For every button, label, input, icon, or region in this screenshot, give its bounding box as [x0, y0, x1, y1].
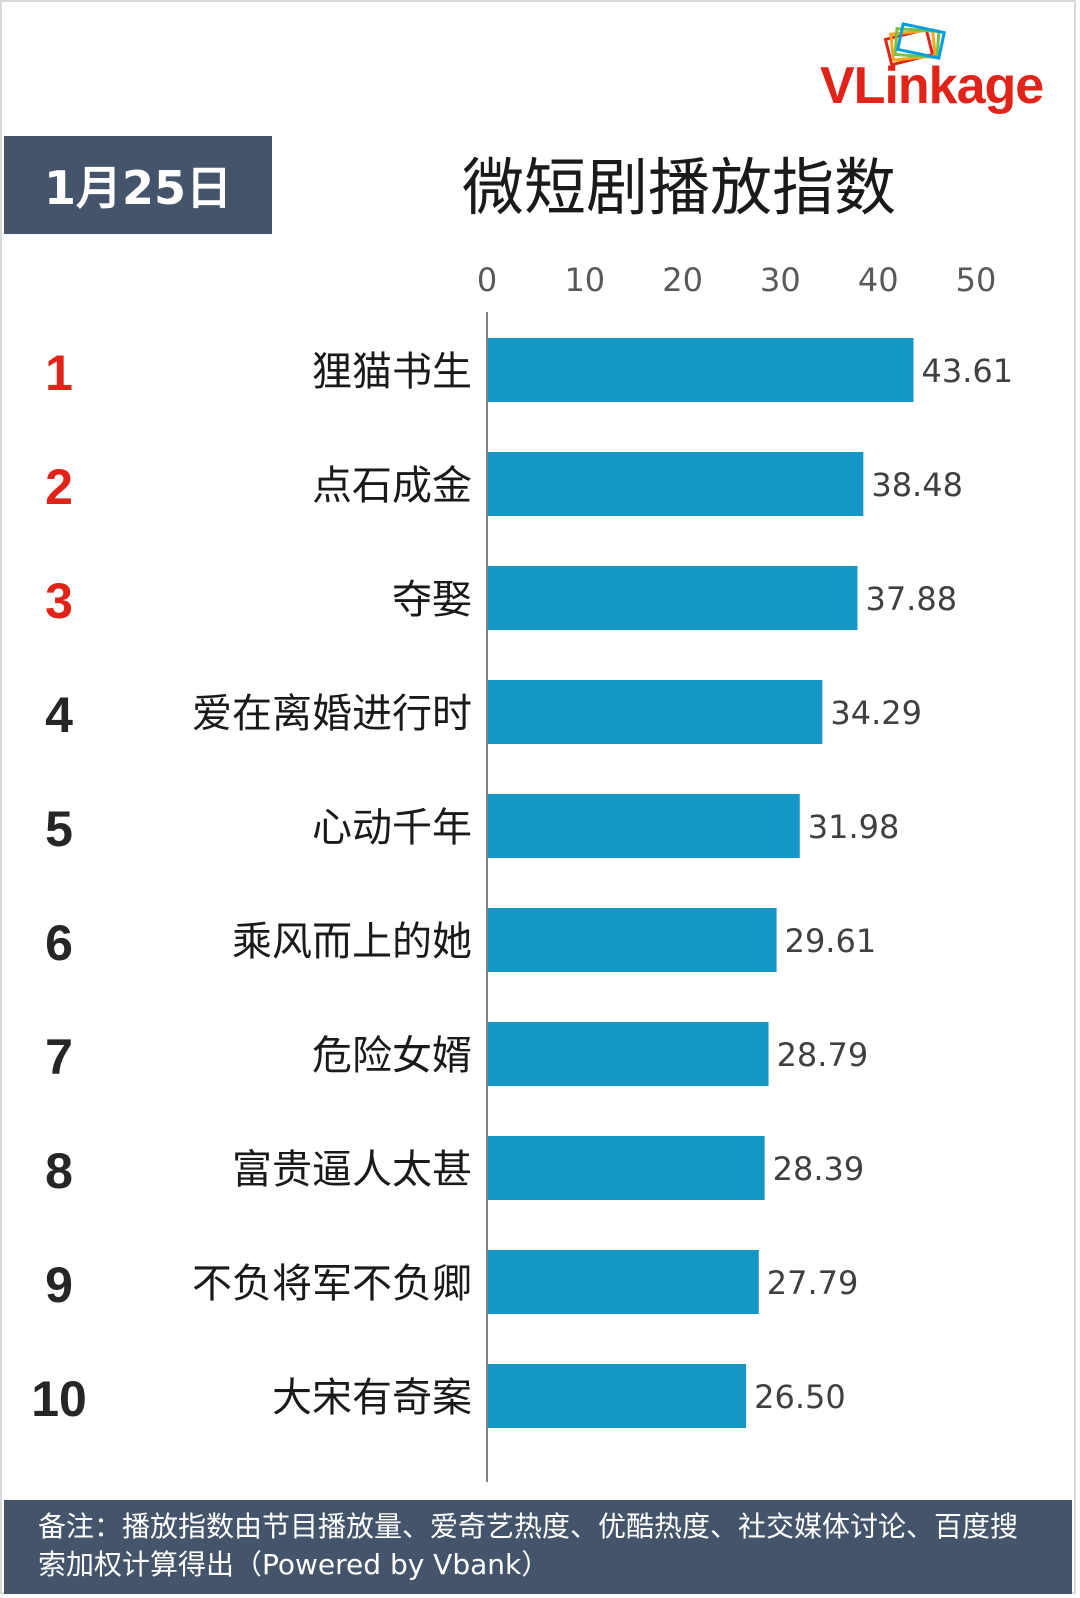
- x-tick-label: 20: [662, 261, 703, 299]
- x-tick-label: 40: [858, 261, 899, 299]
- x-tick-label: 50: [956, 261, 997, 299]
- bar-value-label: 29.61: [785, 922, 877, 960]
- bar: [487, 1022, 769, 1086]
- bar: [487, 1364, 747, 1428]
- bar: [487, 566, 858, 630]
- bar-value-label: 31.98: [808, 808, 900, 846]
- x-tick-label: 30: [760, 261, 801, 299]
- category-label: 危险女婿: [312, 1033, 472, 1079]
- rank-number: 1: [45, 345, 73, 401]
- bar: [487, 794, 800, 858]
- logo-cards-icon: [883, 22, 947, 67]
- category-label: 点石成金: [312, 463, 472, 509]
- chart-title: 微短剧播放指数: [462, 151, 897, 224]
- rank-number: 5: [45, 801, 73, 857]
- vlinkage-logo: VLinkage: [820, 22, 1070, 122]
- rank-number: 7: [45, 1029, 73, 1085]
- bar-value-label: 27.79: [767, 1264, 859, 1302]
- rank-number: 9: [45, 1257, 73, 1313]
- footer-note: 备注：播放指数由节目播放量、爱奇艺热度、优酷热度、社交媒体讨论、百度搜索加权计算…: [4, 1500, 1072, 1594]
- rank-number: 8: [45, 1143, 73, 1199]
- bar: [487, 452, 864, 516]
- bar-value-label: 34.29: [830, 694, 922, 732]
- logo-text: VLinkage: [820, 57, 1044, 115]
- category-label: 富贵逼人太甚: [232, 1147, 472, 1193]
- category-label: 爱在离婚进行时: [192, 691, 472, 737]
- rank-number: 6: [45, 915, 73, 971]
- x-tick-label: 0: [477, 261, 497, 299]
- bar-value-label: 28.79: [777, 1036, 869, 1074]
- bar: [487, 1250, 759, 1314]
- rank-number: 10: [31, 1371, 87, 1427]
- bar: [487, 908, 777, 972]
- category-label: 夺娶: [392, 577, 472, 623]
- date-label: 1月25日: [4, 136, 272, 234]
- category-label: 狸猫书生: [312, 349, 472, 395]
- bar: [487, 1136, 765, 1200]
- category-label: 大宋有奇案: [272, 1375, 472, 1421]
- bar: [487, 338, 914, 402]
- category-label: 心动千年: [312, 805, 472, 851]
- bar-value-label: 43.61: [922, 352, 1014, 390]
- category-label: 不负将军不负卿: [192, 1261, 472, 1307]
- category-label: 乘风而上的她: [232, 919, 472, 965]
- bar-value-label: 26.50: [754, 1378, 846, 1416]
- rank-number: 3: [45, 573, 73, 629]
- x-tick-label: 10: [564, 261, 605, 299]
- bar: [487, 680, 823, 744]
- bar-value-label: 28.39: [773, 1150, 865, 1188]
- bar-value-label: 37.88: [865, 580, 957, 618]
- bar-chart: 0 10 20 30 40 50 43.61 狸猫书生 1 38.48 点石成金 2 37.88 夺娶 3 3…: [31, 261, 1014, 1482]
- rank-number: 4: [45, 687, 73, 743]
- bar-value-label: 38.48: [871, 466, 963, 504]
- rank-number: 2: [45, 459, 73, 515]
